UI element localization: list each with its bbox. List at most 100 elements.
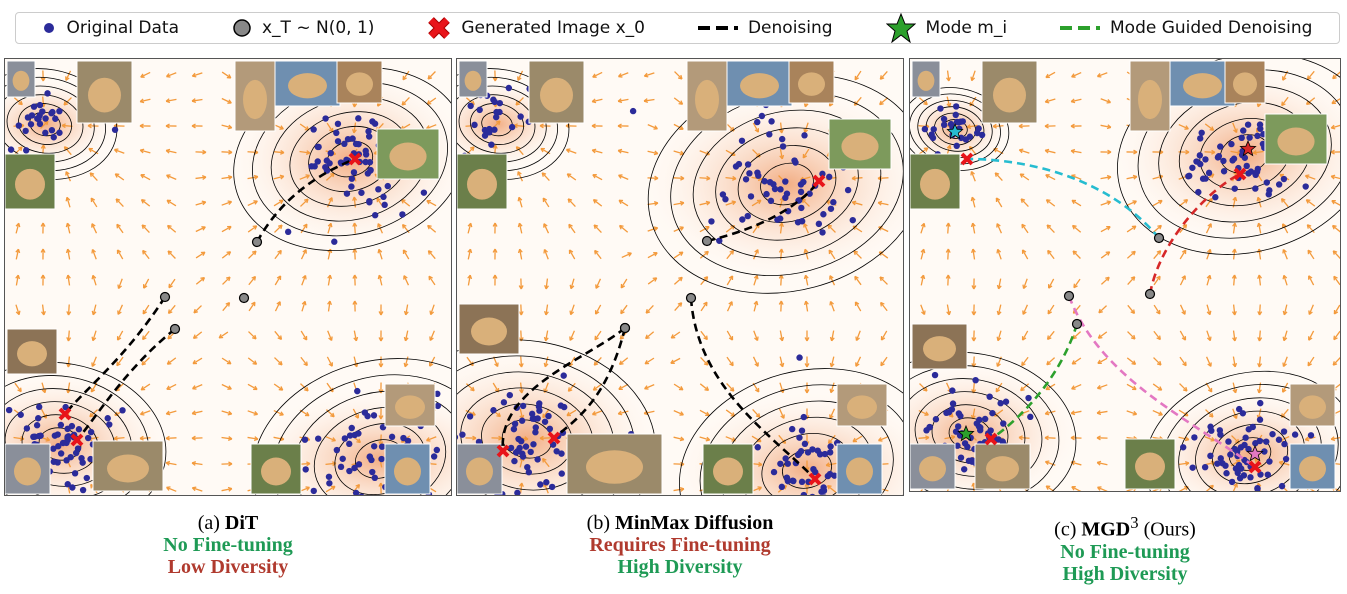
arrow-head: [139, 435, 144, 441]
vector-arrow: [40, 120, 49, 129]
arrow-head: [328, 197, 333, 202]
vector-arrow: [753, 275, 758, 286]
arrow-head: [1096, 410, 1102, 416]
data-point: [322, 115, 329, 122]
arrow-head: [851, 200, 857, 206]
data-point: [430, 453, 438, 460]
vector-arrow: [114, 148, 125, 154]
vector-arrow: [1179, 304, 1186, 315]
red-cross-icon: [428, 17, 451, 39]
vector-arrow: [877, 177, 889, 180]
dog-shape: [740, 73, 779, 99]
data-point: [771, 185, 779, 193]
data-point: [1256, 416, 1264, 423]
vector-arrow: [618, 98, 629, 102]
arrow-head: [543, 310, 549, 316]
arrow-head: [1232, 362, 1238, 368]
vector-arrow: [92, 304, 97, 315]
arrow-head: [1046, 335, 1052, 341]
arrow-head: [803, 223, 808, 228]
data-point: [334, 120, 342, 128]
vector-arrow: [67, 304, 70, 316]
data-point: [1280, 428, 1288, 435]
vector-arrow: [193, 305, 202, 314]
arrow-head: [539, 435, 544, 441]
arrow-head: [251, 334, 257, 340]
vector-arrow: [1072, 331, 1082, 340]
data-point: [510, 425, 518, 433]
data-point: [796, 354, 803, 361]
vector-arrow: [353, 122, 357, 134]
vector-arrow: [140, 149, 151, 154]
data-point: [719, 191, 727, 198]
arrow-head: [948, 412, 954, 418]
arrow-head: [1070, 123, 1075, 129]
arrow-head: [679, 486, 685, 492]
arrow-head: [277, 249, 282, 255]
arrow-head: [618, 199, 624, 205]
data-point: [782, 178, 789, 185]
vector-arrow: [327, 274, 331, 286]
vector-arrow: [804, 249, 809, 260]
arrow-head: [202, 149, 207, 155]
vector-arrow: [493, 356, 499, 367]
dog-shape: [15, 168, 45, 200]
vector-arrow: [1179, 330, 1187, 341]
vector-arrow: [1204, 123, 1214, 131]
data-point: [333, 129, 340, 137]
arrow-head: [1181, 275, 1186, 280]
data-point: [747, 193, 755, 200]
density-contour: [1117, 59, 1340, 255]
vector-arrow: [116, 223, 124, 234]
data-point: [722, 196, 729, 203]
vector-arrow: [1022, 330, 1029, 341]
vector-arrow: [300, 198, 309, 207]
dog-shape: [394, 457, 421, 486]
arrow-head: [226, 74, 232, 79]
arrow-head: [679, 200, 685, 206]
vector-arrow: [1071, 98, 1082, 103]
arrow-head: [353, 336, 359, 342]
vector-arrow: [592, 71, 603, 78]
vector-arrow: [852, 435, 863, 443]
vector-arrow: [593, 356, 602, 366]
data-point: [784, 477, 792, 485]
vector-arrow: [519, 482, 523, 494]
data-point: [791, 157, 798, 164]
data-point: [770, 468, 778, 476]
arrow-head: [1232, 336, 1237, 342]
data-point: [1189, 164, 1196, 171]
arrow-head: [705, 411, 710, 417]
vector-arrow: [247, 357, 257, 365]
vector-arrow: [91, 249, 97, 260]
vector-arrow: [273, 175, 284, 180]
data-point: [744, 161, 752, 168]
vector-arrow: [1048, 278, 1055, 289]
arrow-head: [1282, 362, 1287, 368]
vector-arrow: [878, 201, 889, 206]
data-point: [1225, 438, 1232, 445]
data-point: [346, 467, 353, 475]
data-point: [758, 112, 766, 120]
data-point: [333, 446, 341, 454]
density-blob: [230, 69, 451, 249]
data-point: [111, 126, 119, 133]
arrow-head: [592, 199, 598, 204]
data-point: [545, 412, 552, 420]
arrow-head: [429, 310, 435, 316]
vector-arrow: [1282, 356, 1288, 367]
data-point: [1230, 155, 1238, 162]
arrow-head: [302, 249, 307, 254]
vector-arrow: [465, 409, 476, 416]
data-point: [30, 433, 37, 441]
density-contour: [910, 365, 1060, 491]
vector-arrow: [67, 382, 71, 394]
vector-arrow: [879, 97, 889, 106]
vector-arrow: [1153, 357, 1162, 366]
data-point: [1263, 438, 1270, 445]
caption-method: MinMax Diffusion: [614, 512, 774, 534]
data-point: [768, 118, 775, 125]
vector-arrow: [218, 331, 229, 339]
data-point: [36, 403, 43, 411]
vector-arrow: [593, 199, 603, 207]
